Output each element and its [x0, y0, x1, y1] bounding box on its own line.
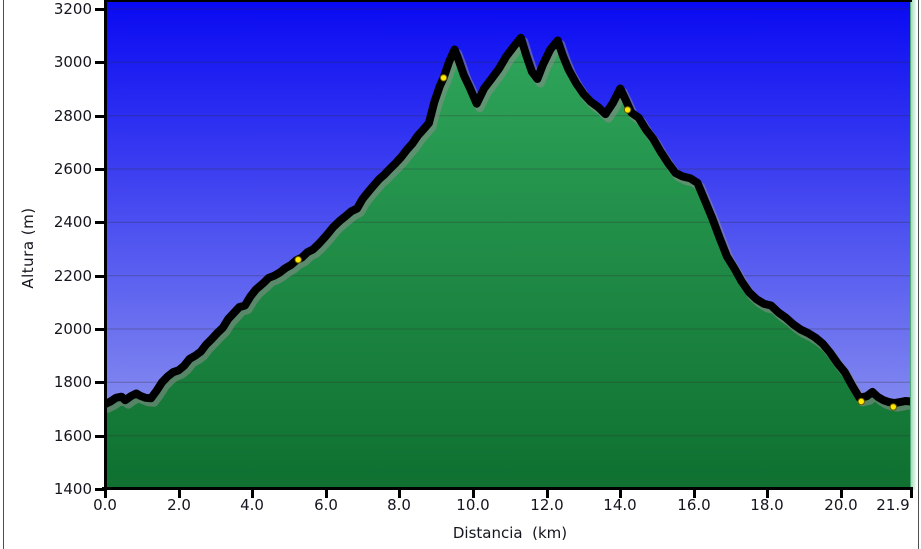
y-axis-tick-label: 1600 [53, 427, 92, 445]
plot-top-frame [104, 0, 912, 2]
x-axis-tick [840, 489, 843, 498]
waypoint-marker [439, 74, 448, 82]
x-axis-tick [546, 489, 549, 498]
y-axis-tick [95, 275, 105, 278]
plot-area[interactable] [105, 0, 911, 489]
y-axis-tick-label: 1800 [53, 373, 92, 391]
x-axis-tick [766, 489, 769, 498]
x-axis-tick-label: 2.0 [167, 496, 191, 514]
y-axis-line [104, 0, 107, 490]
plot-right-edge-strip [911, 0, 918, 490]
x-axis-tick-label: 21.9 [876, 496, 910, 514]
window-border-right [918, 0, 919, 549]
y-axis-tick-label: 2400 [53, 213, 92, 231]
waypoint-marker [294, 256, 302, 264]
window-border-left [3, 0, 4, 549]
x-axis-line [102, 487, 913, 490]
x-axis-tick-label: 18.0 [750, 496, 784, 514]
y-axis-title: Altura (m) [19, 207, 37, 289]
elevation-line [105, 33, 911, 409]
x-axis-tick [472, 489, 475, 498]
plot-right-border [910, 0, 911, 489]
x-axis-tick [910, 489, 913, 498]
x-axis-tick [398, 489, 401, 498]
y-axis-tick-label: 2200 [53, 267, 92, 285]
y-axis-tick [95, 61, 105, 64]
x-axis-tick [104, 489, 107, 498]
y-axis-tick-label: 2800 [53, 107, 92, 125]
y-axis-tick [95, 168, 105, 171]
y-axis-tick-label: 3000 [53, 53, 92, 71]
x-axis-tick [619, 489, 622, 498]
x-axis-title: Distancia (km) [452, 524, 568, 542]
waypoint-marker [889, 403, 897, 411]
y-axis-tick [95, 435, 105, 438]
x-axis-tick-label: 12.0 [530, 496, 564, 514]
waypoint-marker [857, 397, 865, 406]
x-axis-tick [251, 489, 254, 498]
y-axis-tick [95, 381, 105, 384]
x-axis-tick-label: 0.0 [93, 496, 117, 514]
y-axis-tick [95, 221, 105, 224]
x-axis-tick [693, 489, 696, 498]
x-axis-tick [325, 489, 328, 498]
y-axis-tick-label: 3200 [53, 0, 92, 18]
x-axis-tick-label: 14.0 [603, 496, 637, 514]
x-axis-tick [178, 489, 181, 498]
x-axis-tick-label: 10.0 [456, 496, 490, 514]
x-axis-tick-label: 4.0 [240, 496, 264, 514]
x-axis-tick-label: 20.0 [824, 496, 858, 514]
y-axis-tick [95, 8, 105, 11]
y-axis-tick-label: 2000 [53, 320, 92, 338]
y-axis-tick-label: 1400 [53, 480, 92, 498]
waypoint-marker [623, 106, 632, 114]
y-axis-tick [95, 488, 105, 491]
y-axis-tick [95, 115, 105, 118]
y-axis-tick [95, 328, 105, 331]
x-axis-tick-label: 8.0 [387, 496, 411, 514]
elevation-area [105, 37, 911, 489]
y-axis-tick-label: 2600 [53, 160, 92, 178]
x-axis-tick-label: 6.0 [314, 496, 338, 514]
x-axis-tick-label: 16.0 [677, 496, 711, 514]
